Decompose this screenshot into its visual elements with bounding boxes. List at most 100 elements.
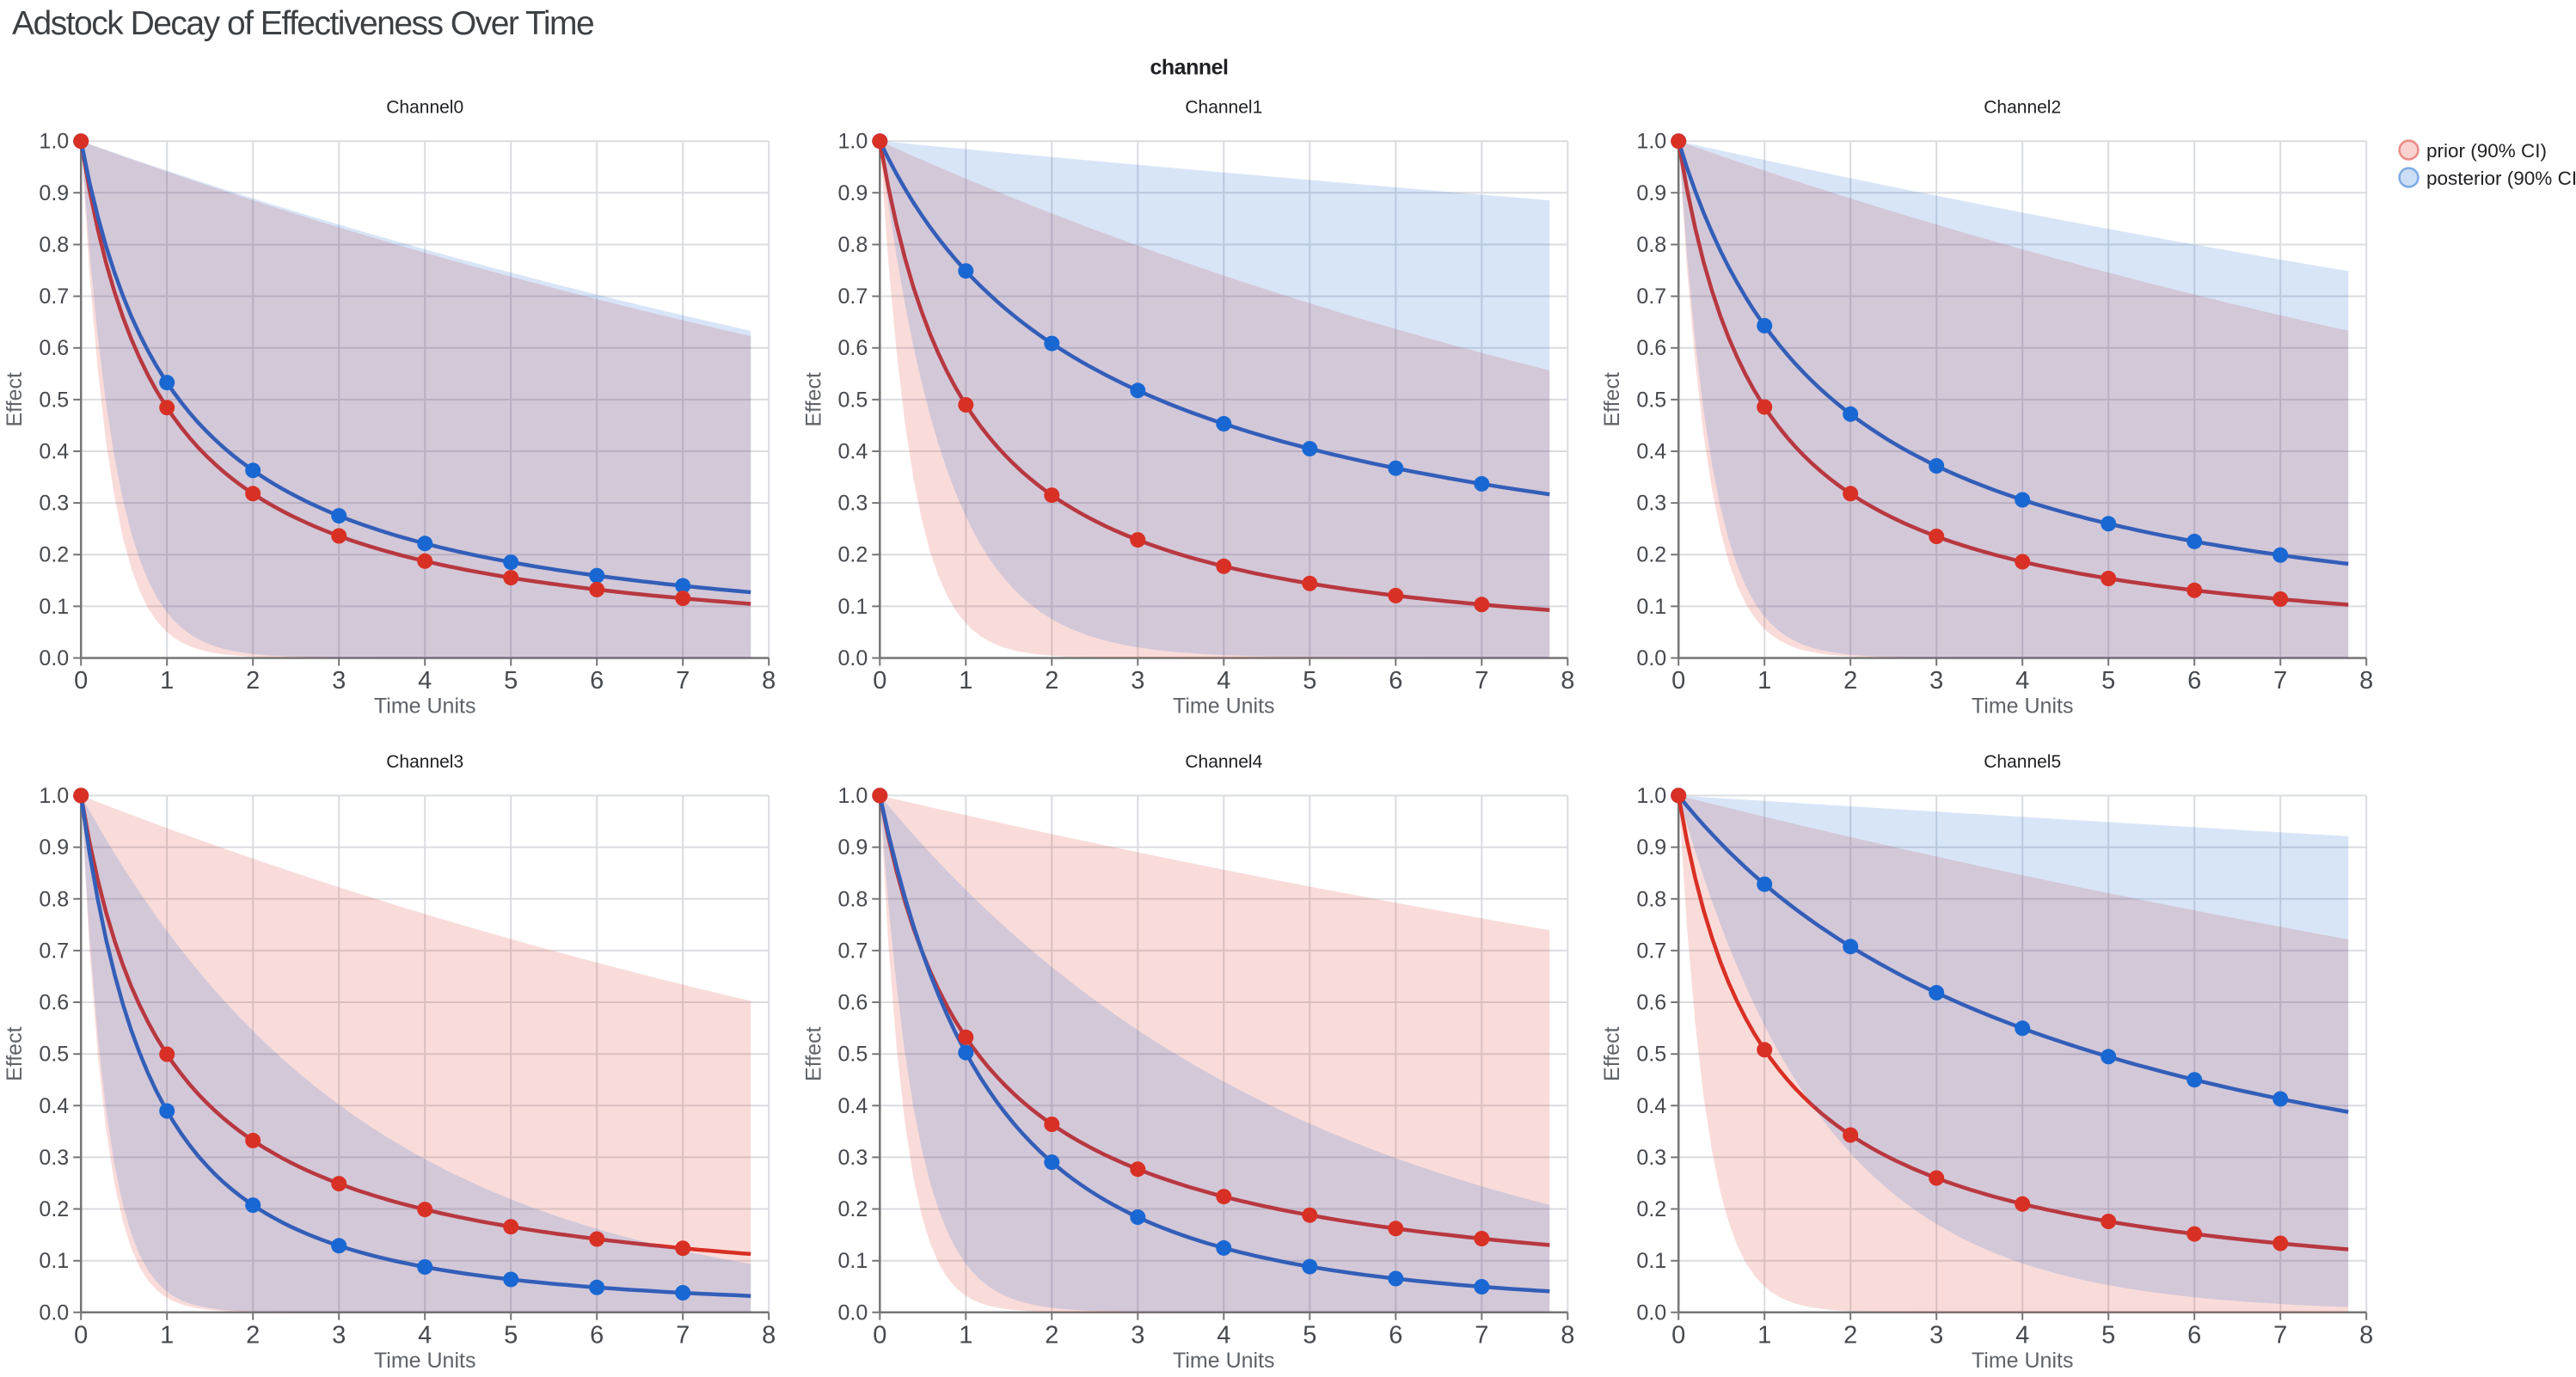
svg-text:0.8: 0.8: [39, 887, 69, 911]
svg-text:1: 1: [959, 1321, 972, 1349]
svg-text:3: 3: [1131, 667, 1144, 695]
svg-text:0.3: 0.3: [838, 492, 868, 516]
svg-text:0.2: 0.2: [1636, 1197, 1666, 1221]
svg-text:0.1: 0.1: [838, 595, 868, 619]
svg-text:0.0: 0.0: [39, 646, 69, 670]
svg-text:Time Units: Time Units: [1173, 695, 1275, 719]
svg-text:2: 2: [1045, 1321, 1058, 1349]
svg-text:1.0: 1.0: [1636, 784, 1666, 808]
svg-text:Channel3: Channel3: [386, 752, 463, 772]
svg-text:Channel0: Channel0: [386, 98, 463, 118]
svg-text:5: 5: [1303, 1321, 1316, 1349]
svg-text:1: 1: [1757, 667, 1771, 695]
svg-text:0.8: 0.8: [39, 233, 69, 257]
svg-text:6: 6: [590, 1321, 604, 1349]
svg-text:8: 8: [1561, 667, 1574, 695]
svg-text:1: 1: [1757, 1321, 1771, 1349]
svg-text:2: 2: [1045, 667, 1058, 695]
svg-text:0: 0: [74, 667, 88, 695]
svg-text:0.7: 0.7: [838, 285, 868, 309]
svg-text:0.3: 0.3: [39, 1146, 69, 1170]
svg-text:Channel4: Channel4: [1185, 752, 1262, 772]
svg-text:0: 0: [74, 1321, 88, 1349]
svg-text:posterior (90% CI): posterior (90% CI): [2426, 168, 2576, 189]
svg-text:2: 2: [246, 1321, 260, 1349]
svg-text:Adstock Decay of Effectiveness: Adstock Decay of Effectiveness Over Time: [12, 5, 593, 42]
svg-text:1.0: 1.0: [1636, 130, 1666, 154]
svg-text:4: 4: [418, 667, 432, 695]
svg-text:3: 3: [332, 667, 346, 695]
svg-text:Time Units: Time Units: [374, 1349, 476, 1373]
svg-text:Effect: Effect: [1600, 372, 1624, 427]
svg-text:0.5: 0.5: [838, 1043, 868, 1067]
svg-text:0.5: 0.5: [39, 1043, 69, 1067]
svg-text:7: 7: [2273, 667, 2287, 695]
svg-text:0.3: 0.3: [838, 1146, 868, 1170]
svg-text:Effect: Effect: [3, 1026, 27, 1081]
svg-text:8: 8: [762, 667, 776, 695]
svg-text:0: 0: [873, 1321, 886, 1349]
svg-text:4: 4: [1217, 1321, 1230, 1349]
svg-text:0.7: 0.7: [838, 939, 868, 963]
svg-text:Channel1: Channel1: [1185, 98, 1262, 118]
svg-text:4: 4: [418, 1321, 432, 1349]
svg-text:7: 7: [1475, 1321, 1488, 1349]
svg-text:Effect: Effect: [801, 1026, 825, 1081]
svg-text:prior (90% CI): prior (90% CI): [2426, 140, 2547, 162]
svg-text:0.2: 0.2: [39, 543, 69, 567]
svg-text:0.5: 0.5: [838, 388, 868, 412]
svg-text:0.4: 0.4: [39, 440, 69, 464]
svg-text:4: 4: [2015, 1321, 2029, 1349]
svg-text:0.9: 0.9: [39, 835, 69, 860]
svg-text:0.1: 0.1: [39, 595, 69, 619]
svg-text:6: 6: [1389, 667, 1402, 695]
svg-text:0.7: 0.7: [39, 285, 69, 309]
svg-text:1.0: 1.0: [39, 784, 69, 808]
svg-text:0.4: 0.4: [838, 1094, 868, 1118]
svg-text:0.4: 0.4: [838, 440, 868, 464]
svg-text:5: 5: [2101, 667, 2115, 695]
svg-text:0.9: 0.9: [838, 835, 868, 860]
svg-text:5: 5: [2101, 1321, 2115, 1349]
svg-text:0.5: 0.5: [39, 388, 69, 412]
svg-text:0.9: 0.9: [1636, 835, 1666, 860]
svg-text:2: 2: [1843, 1321, 1857, 1349]
svg-text:0.2: 0.2: [838, 1197, 868, 1221]
svg-text:0.2: 0.2: [1636, 543, 1666, 567]
svg-text:0.8: 0.8: [838, 887, 868, 911]
svg-text:2: 2: [1843, 667, 1857, 695]
svg-text:0.1: 0.1: [39, 1249, 69, 1273]
svg-text:0.6: 0.6: [1636, 336, 1666, 360]
svg-text:0: 0: [873, 667, 886, 695]
svg-text:8: 8: [2359, 667, 2373, 695]
svg-text:Time Units: Time Units: [1972, 695, 2074, 719]
svg-text:1.0: 1.0: [838, 130, 868, 154]
svg-text:Effect: Effect: [801, 372, 825, 427]
svg-text:0.6: 0.6: [39, 336, 69, 360]
svg-text:5: 5: [504, 667, 518, 695]
svg-text:0.6: 0.6: [1636, 991, 1666, 1015]
svg-text:0.8: 0.8: [838, 233, 868, 257]
svg-text:8: 8: [2359, 1321, 2373, 1349]
svg-text:1: 1: [959, 667, 972, 695]
svg-text:0.0: 0.0: [838, 646, 868, 670]
svg-text:0.7: 0.7: [1636, 285, 1666, 309]
svg-text:0.4: 0.4: [1636, 440, 1666, 464]
svg-text:Effect: Effect: [1600, 1026, 1624, 1081]
svg-text:Effect: Effect: [3, 372, 27, 427]
svg-text:6: 6: [2187, 1321, 2201, 1349]
svg-text:Time Units: Time Units: [374, 695, 476, 719]
svg-text:4: 4: [1217, 667, 1230, 695]
svg-text:0.4: 0.4: [1636, 1094, 1666, 1118]
svg-text:0.9: 0.9: [39, 181, 69, 205]
svg-text:0.1: 0.1: [838, 1249, 868, 1273]
svg-text:0.5: 0.5: [1636, 1043, 1666, 1067]
svg-text:0.6: 0.6: [838, 336, 868, 360]
svg-text:3: 3: [1131, 1321, 1144, 1349]
svg-text:7: 7: [676, 667, 690, 695]
svg-text:0.2: 0.2: [838, 543, 868, 567]
svg-text:0.0: 0.0: [39, 1300, 69, 1325]
svg-text:3: 3: [332, 1321, 346, 1349]
svg-text:0.0: 0.0: [1636, 646, 1666, 670]
svg-text:1: 1: [160, 667, 174, 695]
